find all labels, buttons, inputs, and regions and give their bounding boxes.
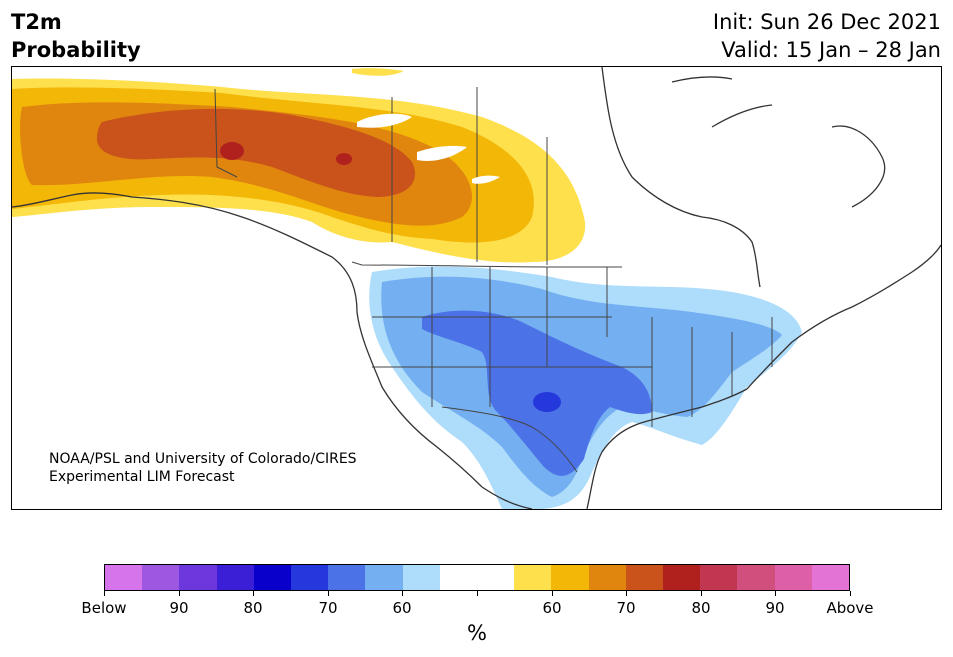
colorbar-segment <box>142 565 180 590</box>
colorbar-tick <box>552 591 553 596</box>
map-title: T2m Probability <box>11 8 141 64</box>
credit-line-1: NOAA/PSL and University of Colorado/CIRE… <box>49 451 357 467</box>
valid-dates: Valid: 15 Jan – 28 Jan <box>721 38 941 62</box>
colorbar-tick <box>179 591 180 596</box>
colorbar-segment <box>588 565 626 590</box>
credit-line-2: Experimental LIM Forecast <box>49 469 235 485</box>
forecast-dates: Init: Sun 26 Dec 2021 Valid: 15 Jan – 28… <box>713 8 941 64</box>
colorbar-segment <box>551 565 589 590</box>
colorbar-tick <box>775 591 776 596</box>
colorbar-label: 90 <box>169 599 189 617</box>
colorbar-segment <box>179 565 217 590</box>
colorbar-segment <box>253 565 292 590</box>
colorbar-segment <box>811 565 850 590</box>
colorbar-label: 70 <box>616 599 636 617</box>
colorbar-segment <box>625 565 664 590</box>
colorbar-tick <box>477 591 478 596</box>
colorbar-segment <box>328 565 366 590</box>
credit-text: NOAA/PSL and University of Colorado/CIRE… <box>49 450 357 486</box>
colorbar-label: Below <box>81 599 127 617</box>
colorbar-tick <box>850 591 851 596</box>
title-line-1: T2m <box>11 10 62 34</box>
colorbar-label: 70 <box>318 599 338 617</box>
colorbar-segment <box>477 565 515 590</box>
probability-map <box>11 66 942 510</box>
colorbar-label: 60 <box>392 599 412 617</box>
colorbar-tick <box>701 591 702 596</box>
colorbar-segment <box>439 565 478 590</box>
colorbar-segment <box>663 565 701 590</box>
below-normal-region <box>369 266 802 509</box>
colorbar-segment <box>105 565 143 590</box>
coastlines <box>12 67 941 509</box>
colorbar-label: 60 <box>542 599 562 617</box>
colorbar-tick <box>253 591 254 596</box>
colorbar-tick <box>104 591 105 596</box>
colorbar <box>104 564 850 591</box>
great-lakes <box>357 113 500 184</box>
colorbar-segment <box>774 565 812 590</box>
colorbar-segment <box>365 565 403 590</box>
colorbar-segment <box>737 565 775 590</box>
above-normal-region <box>12 68 586 263</box>
init-date: Init: Sun 26 Dec 2021 <box>712 10 941 34</box>
colorbar-segment <box>700 565 738 590</box>
colorbar-segment <box>514 565 552 590</box>
colorbar-segment <box>216 565 254 590</box>
colorbar-label: 80 <box>691 599 711 617</box>
colorbar-label: 80 <box>243 599 263 617</box>
colorbar-tick <box>402 591 403 596</box>
colorbar-segment <box>291 565 329 590</box>
colorbar-unit: % <box>467 621 487 645</box>
title-line-2: Probability <box>11 38 141 62</box>
colorbar-label: 90 <box>765 599 785 617</box>
map-canvas <box>12 67 941 509</box>
colorbar-label: Above <box>826 599 874 617</box>
colorbar-segment <box>402 565 440 590</box>
colorbar-tick <box>626 591 627 596</box>
colorbar-tick <box>328 591 329 596</box>
